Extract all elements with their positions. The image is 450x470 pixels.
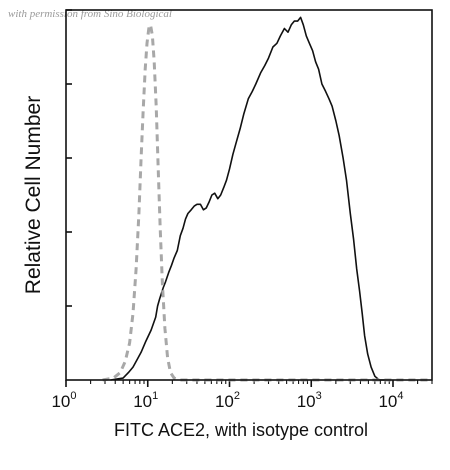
x-tick-exponent: 4 xyxy=(397,390,403,402)
x-tick-label: 103 xyxy=(297,390,322,411)
x-axis-label: FITC ACE2, with isotype control xyxy=(114,420,368,440)
x-tick-label: 104 xyxy=(378,390,403,411)
x-tick-exponent: 0 xyxy=(70,390,76,402)
x-tick-exponent: 1 xyxy=(152,390,158,402)
plot-frame xyxy=(65,9,433,381)
x-tick-label-group: 100 101 102 103 104 xyxy=(51,390,403,411)
x-tick-exponent: 2 xyxy=(234,390,240,402)
y-axis-label: Relative Cell Number xyxy=(22,96,45,294)
x-tick-label: 101 xyxy=(133,390,158,411)
series-group xyxy=(102,16,432,382)
y-tick-group xyxy=(66,9,72,307)
watermark: with permission from Sino Biological xyxy=(8,8,172,20)
x-tick-exponent: 3 xyxy=(316,390,322,402)
x-tick-label: 100 xyxy=(51,390,76,411)
x-tick-label: 102 xyxy=(215,390,240,411)
fitc-ace2-curve xyxy=(110,16,386,381)
